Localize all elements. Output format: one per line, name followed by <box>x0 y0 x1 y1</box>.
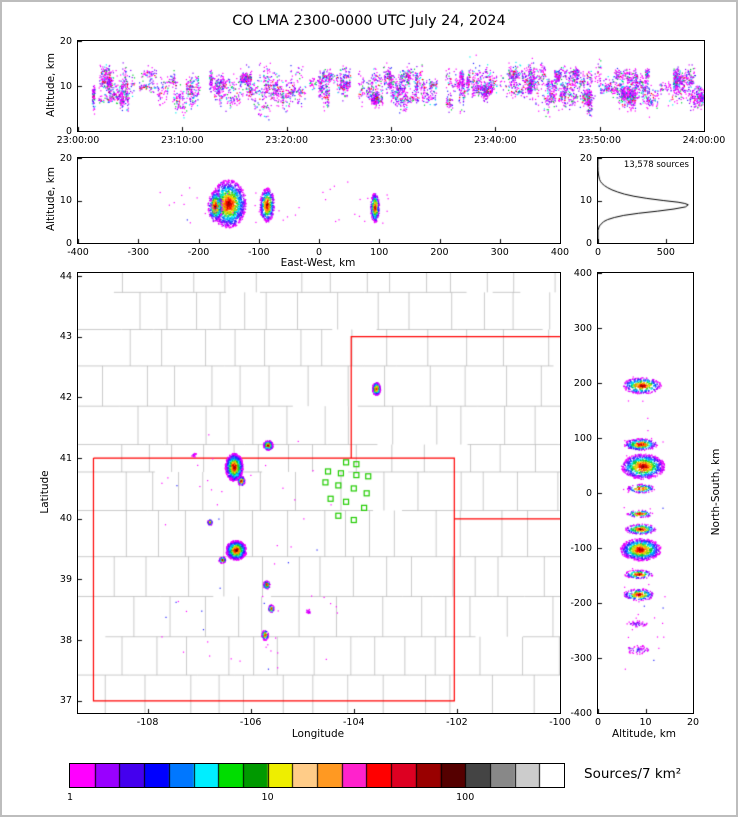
tick-label: -400 <box>570 707 592 719</box>
tick-label: -100 <box>570 542 592 554</box>
tick-label: -100 <box>247 247 270 258</box>
tick-label: 42 <box>59 391 72 403</box>
tick-label: 100 <box>573 432 592 444</box>
tick-label: 23:10:00 <box>160 135 204 146</box>
tick-label: 10 <box>59 80 72 92</box>
tick-label: 200 <box>430 247 449 258</box>
tick-label: 23:40:00 <box>473 135 517 146</box>
ns-height-panel: 0 10 20 -400 -300 -200 -100 0 100 200 300 400 <box>570 268 699 729</box>
tick-label: 100 <box>456 792 475 803</box>
tick-label: 10 <box>59 195 72 206</box>
tick-label: 40 <box>59 513 72 525</box>
tick-label: 0 <box>315 247 323 258</box>
tick-label: 400 <box>573 267 592 279</box>
north-south-axis-label: North-South, km <box>710 448 722 536</box>
ew-height-canvas <box>78 158 560 243</box>
tick-label: 43 <box>59 331 72 343</box>
source-count-label: 13,578 sources <box>623 160 689 170</box>
plan-view-map-panel: -108 -106 -104 -102 -100 37 38 39 40 41 42 43 44 <box>60 271 571 728</box>
tick-label: 0 <box>594 717 602 728</box>
ns-panel-altitude-axis-label: Altitude, km <box>611 728 677 740</box>
tick-label: 500 <box>656 247 675 258</box>
plan-view-map-canvas <box>78 273 560 713</box>
tick-label: 20 <box>686 717 700 728</box>
tick-label: 23:20:00 <box>265 135 308 146</box>
tick-label: 23:00:00 <box>56 135 100 146</box>
longitude-axis-label: Longitude <box>291 728 345 740</box>
time-panel-altitude-axis-label: Altitude, km <box>45 52 57 118</box>
ew-height-panel: -400 -300 -200 -100 0 100 200 300 400 0 10 20 <box>60 153 569 259</box>
tick-label: 20 <box>579 152 592 164</box>
tick-label: 0 <box>585 237 592 249</box>
tick-label: 41 <box>59 452 72 464</box>
tick-label: -200 <box>187 247 210 258</box>
tick-label: 0 <box>585 487 592 499</box>
altitude-histogram-canvas <box>598 158 693 243</box>
tick-label: 0 <box>65 125 72 137</box>
tick-label: 300 <box>573 322 592 334</box>
tick-label: 20 <box>59 35 72 47</box>
tick-label: 10 <box>261 792 274 803</box>
tick-label: 24:00:00 <box>682 135 726 146</box>
time-height-canvas <box>78 41 704 131</box>
ew-panel-altitude-axis-label: Altitude, km <box>45 166 57 232</box>
tick-label: -102 <box>446 717 468 728</box>
tick-label: 23:30:00 <box>369 135 413 146</box>
tick-label: -300 <box>127 247 150 258</box>
tick-label: 10 <box>579 195 592 206</box>
tick-label: 10 <box>639 717 652 728</box>
tick-label: -100 <box>549 717 571 728</box>
tick-label: 39 <box>59 573 72 585</box>
ns-height-canvas <box>598 273 693 713</box>
tick-label: -200 <box>570 597 592 609</box>
colorbar-label: Sources/7 km² <box>584 766 682 782</box>
tick-label: 23:50:00 <box>578 135 621 146</box>
tick-label: 100 <box>370 247 389 258</box>
tick-label: 1 <box>66 792 74 803</box>
tick-label: 0 <box>65 237 72 249</box>
time-height-panel: 23:00:00 23:10:00 23:20:00 23:30:00 23:40:00… <box>57 36 726 147</box>
tick-label: 44 <box>59 270 72 282</box>
latitude-axis-label: Latitude <box>39 470 51 514</box>
tick-label: 37 <box>59 695 72 707</box>
tick-label: -300 <box>570 652 592 664</box>
altitude-histogram-panel: 13,578 sources 0 500 0 10 20 <box>580 153 694 258</box>
tick-label: 38 <box>59 634 72 646</box>
tick-label: 0 <box>594 247 602 258</box>
tick-label: -104 <box>343 717 365 728</box>
tick-label: 400 <box>550 247 570 258</box>
tick-label: -108 <box>136 717 159 728</box>
tick-label: 20 <box>59 152 72 164</box>
tick-label: -106 <box>239 717 262 728</box>
east-west-axis-label: East-West, km <box>280 257 356 269</box>
colorbar-canvas <box>70 764 564 787</box>
tick-label: 300 <box>490 247 509 258</box>
figure-title: CO LMA 2300-0000 UTC July 24, 2024 <box>232 13 506 29</box>
tick-label: -400 <box>67 247 89 258</box>
colorbar: 1 10 100 <box>67 763 565 803</box>
tick-label: 200 <box>573 377 592 389</box>
